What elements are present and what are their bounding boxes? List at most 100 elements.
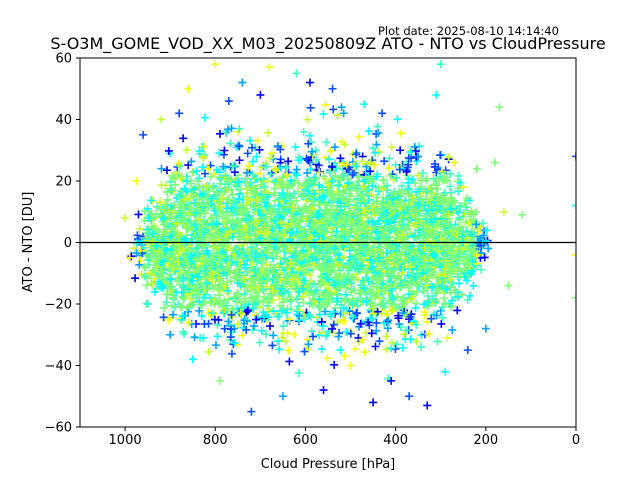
data-point	[443, 333, 452, 342]
data-point	[183, 187, 192, 196]
data-point	[146, 270, 155, 279]
data-point	[262, 202, 271, 211]
data-point	[125, 253, 134, 262]
data-point	[143, 204, 152, 213]
data-point	[172, 212, 181, 221]
data-point	[226, 139, 235, 148]
data-point	[371, 342, 380, 351]
data-point	[334, 260, 343, 269]
data-point	[437, 319, 446, 328]
data-point	[247, 407, 256, 416]
data-point	[469, 281, 478, 290]
data-point	[132, 249, 141, 258]
data-point	[352, 308, 361, 317]
data-point	[325, 310, 334, 319]
data-point	[158, 266, 167, 275]
data-point	[285, 357, 294, 366]
data-point	[198, 163, 207, 172]
x-tick-label: 600	[293, 433, 318, 448]
data-point	[142, 281, 151, 290]
data-point	[450, 206, 459, 215]
data-point	[178, 312, 187, 321]
data-point	[423, 281, 432, 290]
data-point	[144, 256, 153, 265]
data-point	[192, 167, 201, 176]
data-point	[351, 344, 360, 353]
data-point	[174, 190, 183, 199]
data-point	[319, 278, 328, 287]
data-point	[199, 334, 208, 343]
data-point	[415, 247, 424, 256]
data-point	[165, 209, 174, 218]
data-point	[272, 166, 281, 175]
data-point	[352, 150, 361, 159]
data-point	[463, 234, 472, 243]
data-point	[385, 202, 394, 211]
data-point	[338, 316, 347, 325]
data-point	[163, 290, 172, 299]
data-point	[185, 268, 194, 277]
data-point	[302, 154, 311, 163]
data-point	[278, 189, 287, 198]
data-point	[334, 278, 343, 287]
data-point	[421, 212, 430, 221]
data-point	[412, 288, 421, 297]
data-point	[456, 178, 465, 187]
data-point	[229, 305, 238, 314]
data-point	[306, 271, 315, 280]
data-point	[324, 294, 333, 303]
data-point	[168, 293, 177, 302]
data-point	[342, 283, 351, 292]
data-point	[263, 234, 272, 243]
data-point	[387, 307, 396, 316]
data-point	[306, 103, 315, 112]
data-point	[418, 169, 427, 178]
data-point	[320, 199, 329, 208]
y-tick-label: −60	[45, 421, 72, 436]
data-point	[329, 266, 338, 275]
data-point	[299, 246, 308, 255]
data-point	[294, 369, 303, 378]
data-point	[156, 271, 165, 280]
data-point	[197, 201, 206, 210]
y-tick-label: 0	[64, 236, 72, 251]
data-point	[197, 312, 206, 321]
data-point	[312, 174, 321, 183]
plot-area	[121, 60, 576, 416]
data-point	[356, 319, 365, 328]
data-point	[374, 234, 383, 243]
data-point	[331, 273, 340, 282]
data-point	[160, 303, 169, 312]
data-point	[346, 361, 355, 370]
data-point	[405, 392, 414, 401]
data-point	[243, 168, 251, 177]
data-point	[199, 190, 208, 199]
data-point	[265, 63, 274, 72]
data-point	[177, 315, 186, 324]
data-point	[482, 226, 491, 235]
data-point	[135, 224, 144, 233]
data-point	[265, 154, 274, 163]
data-point	[336, 213, 345, 222]
data-point	[175, 109, 184, 118]
data-point	[215, 261, 224, 270]
data-point	[412, 206, 421, 215]
data-point	[275, 345, 284, 354]
data-point	[277, 275, 286, 284]
data-point	[313, 251, 322, 260]
data-point	[216, 262, 225, 271]
data-point	[346, 219, 355, 228]
data-point	[366, 256, 375, 265]
data-point	[459, 245, 468, 254]
data-point	[288, 275, 297, 284]
data-point	[331, 211, 340, 220]
data-point	[234, 292, 243, 301]
data-point	[282, 308, 291, 317]
data-point	[440, 286, 449, 295]
data-point	[450, 237, 459, 246]
data-point	[290, 189, 299, 198]
data-point	[373, 207, 382, 216]
data-point	[217, 240, 226, 249]
data-point	[354, 133, 363, 142]
data-point	[279, 322, 288, 331]
